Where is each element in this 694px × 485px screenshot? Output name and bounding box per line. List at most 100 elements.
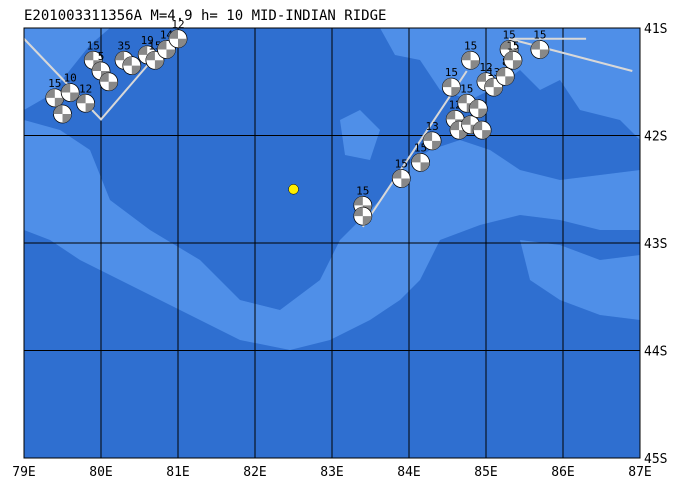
compressional-quadrant <box>461 115 471 125</box>
compressional-quadrant <box>539 49 549 59</box>
latitude-tick-label: 42S <box>644 130 667 145</box>
compressional-quadrant <box>457 94 467 104</box>
longitude-tick-label: 81E <box>166 465 189 480</box>
compressional-quadrant <box>473 121 483 131</box>
event-label: 12 <box>79 82 92 95</box>
focal-mechanism-beachball <box>99 72 119 92</box>
compressional-quadrant <box>353 196 363 206</box>
compressional-quadrant <box>442 78 452 88</box>
compressional-quadrant <box>484 78 494 88</box>
compressional-quadrant <box>62 114 72 123</box>
compressional-quadrant <box>115 51 125 61</box>
compressional-quadrant <box>45 88 55 98</box>
focal-mechanism-beachball: 15 <box>461 39 481 70</box>
focal-mechanism-beachball: 15 <box>45 77 65 108</box>
focal-mechanism-beachball: 15 <box>530 29 550 59</box>
compressional-quadrant <box>138 45 148 55</box>
compressional-quadrant <box>157 40 167 50</box>
focal-mechanism-beachball: 15 <box>503 39 523 70</box>
compressional-quadrant <box>500 40 510 50</box>
compressional-quadrant <box>505 76 515 86</box>
compressional-quadrant <box>353 207 363 217</box>
compressional-quadrant <box>169 29 178 39</box>
compressional-quadrant <box>530 40 540 50</box>
map-border <box>23 27 641 459</box>
compressional-quadrant <box>362 216 372 226</box>
compressional-quadrant <box>450 121 460 131</box>
compressional-quadrant <box>411 153 421 163</box>
event-label: 15 <box>460 82 473 95</box>
longitude-tick-label: 80E <box>89 465 112 480</box>
compressional-quadrant <box>122 56 132 66</box>
event-label: 5 <box>98 50 105 63</box>
compressional-quadrant <box>470 60 480 70</box>
event-label: 15 <box>464 39 477 52</box>
event-label: 19 <box>141 34 154 47</box>
compressional-quadrant <box>61 83 71 93</box>
compressional-quadrant <box>503 51 513 61</box>
compressional-quadrant <box>131 65 141 75</box>
longitude-tick-label: 86E <box>551 465 574 480</box>
compressional-quadrant <box>477 72 486 82</box>
compressional-quadrant <box>512 60 522 70</box>
event-label: 15 <box>395 158 408 171</box>
compressional-quadrant <box>166 49 176 59</box>
focal-mechanism-beachball <box>53 104 72 124</box>
event-label: 15 <box>87 39 100 52</box>
compressional-quadrant <box>461 51 471 61</box>
latitude-labels: 41S 42S 43S 44S 45S <box>644 22 667 467</box>
compressional-quadrant <box>482 130 492 140</box>
event-label: 15 <box>506 39 519 52</box>
focal-mechanism-beachball: 10 <box>60 72 80 102</box>
ridge-segment <box>361 70 468 228</box>
focal-mechanism-beachball: 12 <box>168 18 188 49</box>
compressional-quadrant <box>469 99 479 109</box>
event-label: 15 <box>445 66 458 79</box>
epicenter-marker <box>288 184 299 195</box>
event-label: 13 <box>425 120 438 133</box>
event-label: 15 <box>533 29 546 42</box>
event-label: 12 <box>479 61 492 74</box>
compressional-quadrant <box>478 108 488 118</box>
latitude-tick-label: 45S <box>644 452 667 467</box>
compressional-quadrant <box>54 97 64 107</box>
focal-mechanism-beachball <box>122 56 142 76</box>
latitude-tick-label: 41S <box>644 22 667 37</box>
focal-mechanism-beachball: 15 <box>441 66 461 97</box>
lat-lon-grid <box>24 28 640 458</box>
compressional-quadrant <box>446 110 456 120</box>
latitude-tick-label: 43S <box>644 237 667 252</box>
longitude-tick-label: 85E <box>474 465 497 480</box>
compressional-quadrant <box>451 87 461 97</box>
longitude-tick-label: 82E <box>243 465 266 480</box>
compressional-quadrant <box>108 81 118 91</box>
map-frame: 1510121553519151412151515131512151512138… <box>23 18 641 459</box>
longitude-tick-label: 83E <box>320 465 343 480</box>
longitude-tick-label: 84E <box>397 465 420 480</box>
ridge-segment <box>508 37 633 72</box>
earthquake-events: 1510121553519151412151515131512151512138… <box>45 18 550 226</box>
focal-mechanism-beachball: 15 <box>391 158 411 188</box>
event-label: 15 <box>502 29 515 42</box>
map-title: E201003311356A M=4.9 h= 10 MID-INDIAN RI… <box>24 8 386 24</box>
focal-mechanism-beachball: 12 <box>76 82 95 113</box>
event-label: 15 <box>48 77 61 90</box>
event-label: 15 <box>356 184 369 197</box>
compressional-quadrant <box>423 131 433 141</box>
compressional-quadrant <box>53 105 63 114</box>
compressional-quadrant <box>154 60 164 70</box>
compressional-quadrant <box>432 140 442 150</box>
compressional-quadrant <box>401 178 411 188</box>
compressional-quadrant <box>496 67 506 77</box>
compressional-quadrant <box>92 62 101 71</box>
compressional-quadrant <box>392 169 402 179</box>
longitude-tick-label: 79E <box>12 465 35 480</box>
compressional-quadrant <box>84 51 94 61</box>
compressional-quadrant <box>420 162 430 172</box>
longitude-tick-label: 87E <box>628 465 651 480</box>
compressional-quadrant <box>99 72 109 82</box>
focal-mechanism-beachball <box>353 206 373 226</box>
event-label: 12 <box>171 18 184 31</box>
focal-mechanism-beachball <box>472 120 492 140</box>
